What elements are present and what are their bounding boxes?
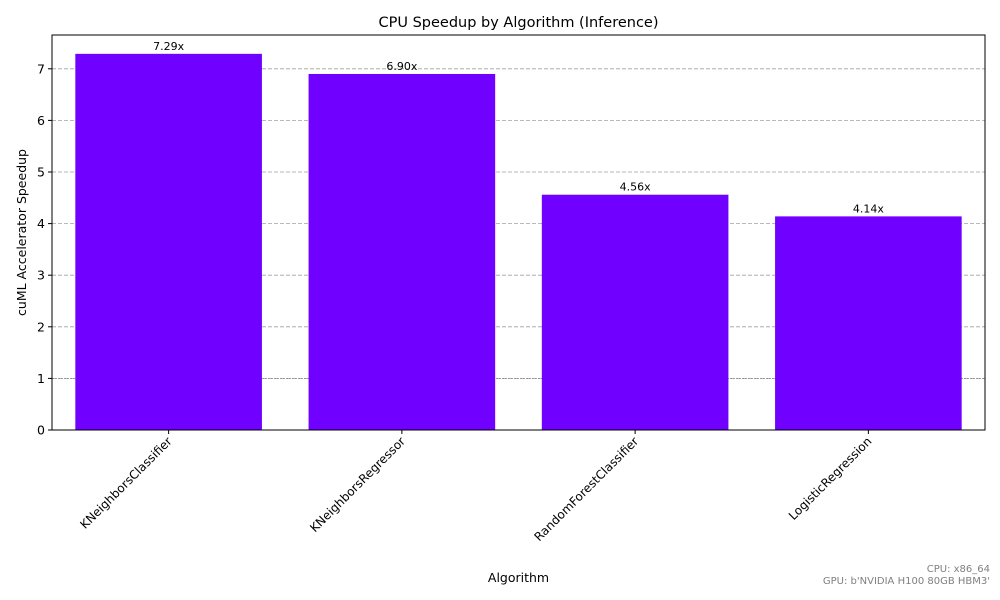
bar-value-label-1: 6.90x (386, 60, 417, 73)
y-axis-ticks: 0 1 2 3 4 5 6 7 (37, 61, 52, 438)
bar-0 (75, 53, 262, 430)
cpu-info-label: CPU: x86_64 (926, 564, 990, 575)
y-tick-label-3: 3 (37, 268, 45, 283)
x-axis-ticks: KNeighborsClassifier KNeighborsRegressor R… (77, 430, 874, 544)
x-tick-label-1: KNeighborsRegressor (307, 434, 408, 535)
x-tick-label-3: LogisticRegression (786, 434, 875, 523)
x-tick-label-2: RandomForestClassifier (531, 434, 641, 544)
x-axis-label: Algorithm (488, 570, 549, 585)
y-tick-label-7: 7 (37, 61, 45, 76)
y-tick-label-2: 2 (37, 319, 45, 334)
bar-value-label-3: 4.14x (853, 202, 884, 215)
y-tick-label-4: 4 (37, 216, 45, 231)
bars (75, 53, 962, 431)
plot-frame (51, 34, 986, 431)
y-tick-label-1: 1 (37, 371, 45, 386)
chart-title: CPU Speedup by Algorithm (Inference) (378, 15, 658, 31)
bar-1 (308, 73, 496, 431)
bar-value-label-0: 7.29x (153, 40, 184, 53)
bar-3 (775, 216, 962, 430)
y-axis-label: cuML Accelerator Speedup (14, 149, 29, 316)
y-tick-label-0: 0 (37, 423, 45, 438)
gpu-info-label: GPU: b'NVIDIA H100 80GB HBM3' (822, 576, 990, 587)
bar-value-label-2: 4.56x (620, 181, 651, 194)
y-tick-label-5: 5 (37, 164, 45, 179)
bar-2 (541, 194, 729, 430)
y-tick-label-6: 6 (37, 113, 45, 128)
x-tick-label-0: KNeighborsClassifier (77, 434, 174, 531)
bar-value-labels: 7.29x 6.90x 4.56x 4.14x (153, 40, 884, 216)
